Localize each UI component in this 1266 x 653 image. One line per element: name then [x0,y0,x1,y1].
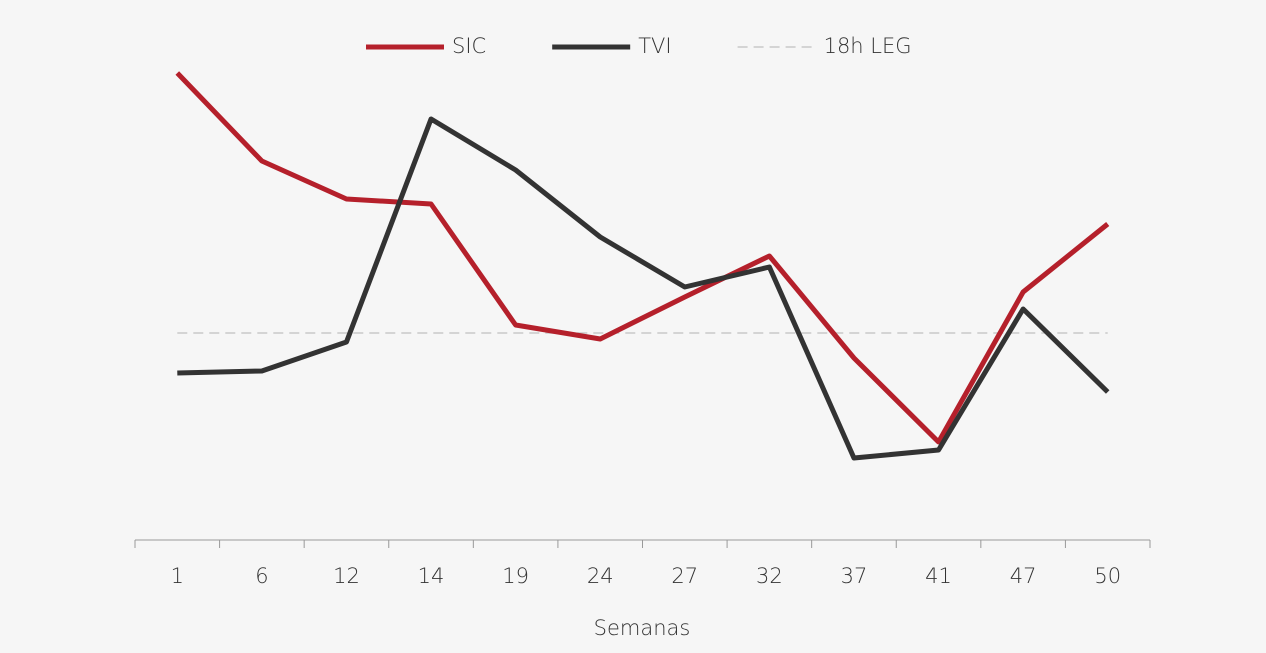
x-tick-label: 27 [671,564,698,588]
legend-label: 18h LEG [824,34,912,58]
x-tick-label: 37 [841,564,868,588]
x-tick-label: 32 [756,564,783,588]
series-line [175,71,1110,445]
x-tick-label: 47 [1010,564,1037,588]
x-axis-label: Semanas [594,616,691,640]
x-tick-label: 41 [925,564,952,588]
series-line [177,116,1110,461]
x-tick-label: 14 [418,564,445,588]
legend-label: SIC [452,34,486,58]
x-tick-label: 50 [1094,564,1121,588]
x-tick-label: 12 [333,564,360,588]
legend-label: TVI [638,34,671,58]
x-tick-label: 1 [171,564,184,588]
x-tick-label: 24 [587,564,614,588]
x-tick-label: 19 [502,564,529,588]
x-tick-label: 6 [255,564,268,588]
